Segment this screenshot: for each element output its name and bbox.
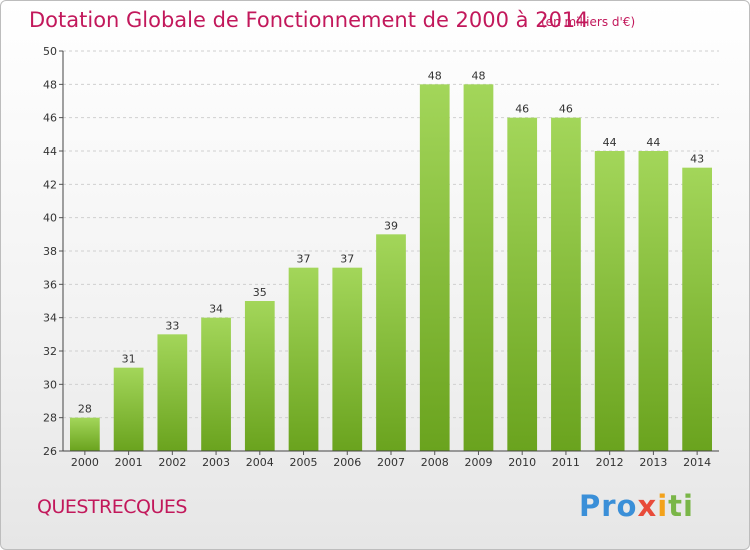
bar-value-label: 48: [428, 69, 442, 82]
bar-value-label: 44: [646, 136, 660, 149]
x-tick-label: 2004: [246, 456, 274, 469]
x-tick-label: 2011: [552, 456, 580, 469]
bar-value-label: 39: [384, 219, 398, 232]
x-tick-label: 2001: [115, 456, 143, 469]
x-tick-label: 2009: [464, 456, 492, 469]
y-tick-label: 26: [43, 445, 57, 458]
bar-value-label: 43: [690, 153, 704, 166]
y-tick-label: 40: [43, 212, 57, 225]
x-tick-label: 2013: [639, 456, 667, 469]
bar: [157, 334, 188, 451]
x-tick-label: 2003: [202, 456, 230, 469]
x-tick-label: 2010: [508, 456, 536, 469]
y-tick-label: 48: [43, 78, 57, 91]
x-tick-label: 2007: [377, 456, 405, 469]
y-tick-label: 44: [43, 145, 57, 158]
bar: [551, 117, 581, 452]
logo-part: ti: [668, 489, 694, 523]
logo-part: x: [637, 489, 658, 523]
x-tick-label: 2014: [683, 456, 711, 469]
bar: [463, 84, 494, 451]
chart-unit: (en milliers d'€): [541, 15, 636, 29]
bar: [507, 117, 538, 452]
y-tick-label: 30: [43, 378, 57, 391]
bar: [201, 317, 231, 451]
bar: [682, 167, 713, 451]
bar: [288, 267, 319, 451]
bar-value-label: 48: [471, 69, 485, 82]
y-tick-label: 36: [43, 278, 57, 291]
y-tick-label: 38: [43, 245, 57, 258]
bar-value-label: 37: [340, 253, 354, 266]
proxiti-logo: Proxiti: [579, 489, 694, 523]
bar: [419, 84, 450, 451]
logo-part: Pro: [579, 489, 638, 523]
bar: [638, 151, 669, 451]
bar: [376, 234, 406, 451]
x-tick-label: 2006: [333, 456, 361, 469]
commune-name: QUESTRECQUES: [37, 496, 187, 518]
x-tick-label: 2008: [421, 456, 449, 469]
bar-value-label: 46: [559, 103, 573, 116]
x-tick-label: 2002: [158, 456, 186, 469]
bar: [69, 417, 100, 451]
x-tick-label: 2000: [71, 456, 99, 469]
bar-value-label: 35: [253, 286, 267, 299]
x-tick-label: 2012: [596, 456, 624, 469]
bar: [113, 367, 144, 451]
bar-value-label: 33: [165, 319, 179, 332]
x-tick-label: 2005: [290, 456, 318, 469]
y-tick-label: 42: [43, 178, 57, 191]
y-tick-label: 46: [43, 112, 57, 125]
bar: [332, 267, 363, 451]
y-tick-label: 34: [43, 312, 57, 325]
bar-value-label: 46: [515, 103, 529, 116]
bar-value-label: 28: [78, 403, 92, 416]
bar-value-label: 34: [209, 303, 223, 316]
bar: [244, 301, 275, 451]
bar: [594, 151, 625, 451]
bar-value-label: 37: [297, 253, 311, 266]
bar-value-label: 44: [603, 136, 617, 149]
y-tick-label: 50: [43, 45, 57, 58]
bar-value-label: 31: [122, 353, 136, 366]
chart-title: Dotation Globale de Fonctionnement de 20…: [29, 8, 589, 32]
y-tick-label: 28: [43, 412, 57, 425]
y-tick-label: 32: [43, 345, 57, 358]
logo-part: i: [657, 489, 669, 523]
